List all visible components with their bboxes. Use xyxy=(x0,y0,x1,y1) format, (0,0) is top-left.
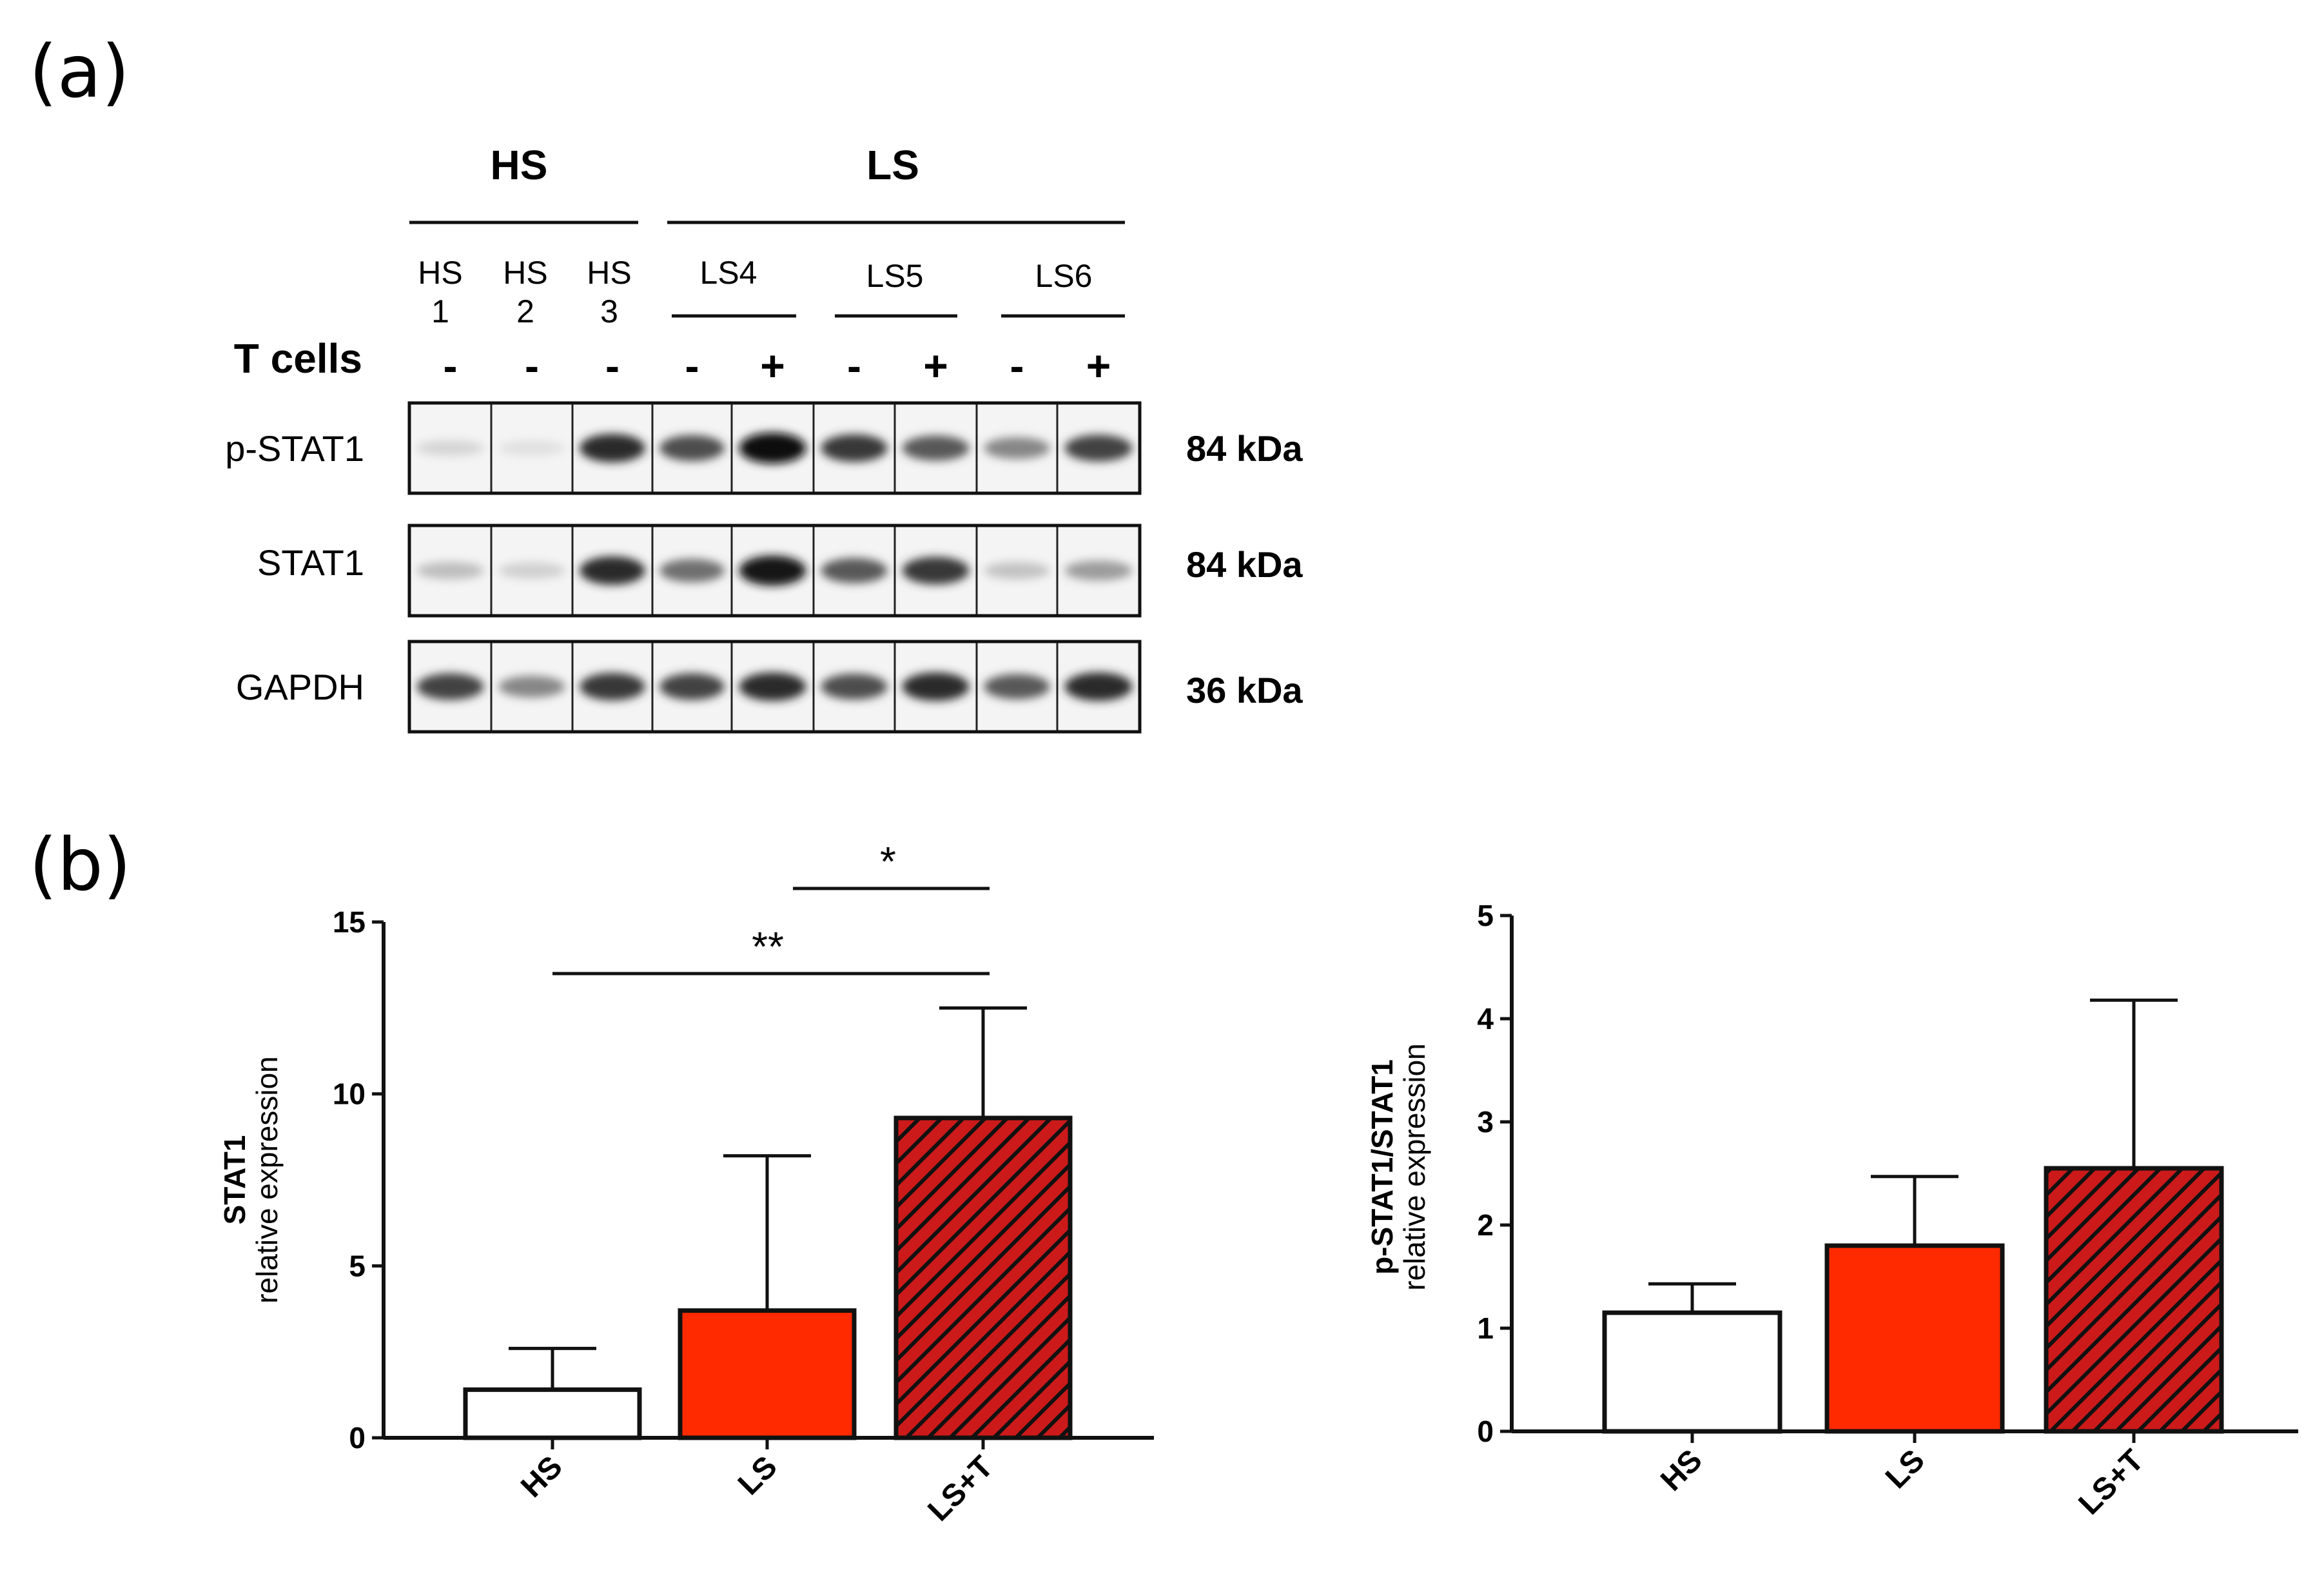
blot-band xyxy=(416,440,484,456)
blot-band xyxy=(1064,672,1133,701)
y-tick-label: 10 xyxy=(333,1077,366,1111)
blot-band xyxy=(821,434,888,462)
x-tick-label: LS+T xyxy=(2072,1443,2150,1521)
x-tick-label: LS xyxy=(1879,1443,1931,1495)
bar-ls-plus-t xyxy=(2044,1166,2224,1434)
x-tick-label: HS xyxy=(514,1449,569,1504)
treatment-sign-3: - xyxy=(605,342,620,389)
blot-band xyxy=(498,676,565,698)
y-tick-label: 0 xyxy=(349,1421,366,1455)
treatment-sign-1: - xyxy=(444,342,458,389)
blot-band xyxy=(902,435,970,461)
bar-ls xyxy=(678,1308,857,1440)
blot-band xyxy=(659,558,725,583)
treatment-sign-5: + xyxy=(760,342,785,389)
lane-label-hs2: HS 2 xyxy=(503,255,547,329)
y-tick-label: 5 xyxy=(349,1249,366,1282)
blot-header: HS LS HS 1 HS 2 HS 3 LS4 LS5 LS6 T cells --… xyxy=(234,142,1125,389)
treatment-sign-6: - xyxy=(847,342,861,389)
bar-ls-plus-t xyxy=(893,1115,1073,1440)
blot-band xyxy=(659,435,725,462)
panel-label-a: (a) xyxy=(29,30,130,114)
t-cells-label: T cells xyxy=(234,335,362,382)
y-tick-label: 4 xyxy=(1477,1002,1494,1035)
blot-band xyxy=(984,674,1050,700)
blot-band xyxy=(902,556,970,585)
blot-strips: p-STAT1 84 kDa STAT1 84 kDa GAPDH 36 kDa xyxy=(225,401,1303,734)
blot-row-gapdh: GAPDH 36 kDa xyxy=(236,640,1303,734)
lane-label-hs3: HS 3 xyxy=(587,255,631,329)
treatment-sign-4: - xyxy=(685,342,699,389)
treatment-sign-8: - xyxy=(1010,342,1024,389)
y-tick-label: 0 xyxy=(1477,1415,1494,1448)
y-tick-label: 2 xyxy=(1477,1208,1494,1242)
molecular-weight-label: 36 kDa xyxy=(1186,670,1303,711)
y-tick-label: 15 xyxy=(333,905,366,939)
blot-band xyxy=(902,672,970,701)
treatment-sign-7: + xyxy=(923,342,948,389)
blot-band xyxy=(1064,435,1133,462)
lane-label-ls4: LS4 xyxy=(700,255,757,291)
significance-label: ** xyxy=(752,923,784,970)
blot-band xyxy=(739,433,806,464)
lane-label-hs1: HS 1 xyxy=(418,255,462,329)
blot-row-label: STAT1 xyxy=(257,542,364,583)
blot-band xyxy=(821,673,888,700)
blot-band xyxy=(580,433,645,463)
y-tick-label: 3 xyxy=(1477,1105,1494,1139)
y-tick-label: 1 xyxy=(1477,1311,1494,1345)
blot-row-label: p-STAT1 xyxy=(225,428,364,469)
blot-row-stat1: STAT1 84 kDa xyxy=(257,524,1303,618)
y-tick-label: 5 xyxy=(1477,899,1494,932)
blot-strip-border xyxy=(407,524,1142,618)
blot-band xyxy=(580,556,645,585)
blot-row-label: GAPDH xyxy=(236,667,364,707)
blot-band xyxy=(416,562,484,580)
y-axis-label: p-STAT1/STAT1relative expression xyxy=(1365,1043,1431,1291)
treatment-sign-9: + xyxy=(1086,342,1111,389)
blot-band xyxy=(821,558,888,584)
y-axis-label: STAT1relative expression xyxy=(218,1056,284,1304)
lane-label-ls6: LS6 xyxy=(1035,258,1093,294)
blot-strip-border xyxy=(407,401,1142,495)
blot-band xyxy=(416,673,484,700)
pstat1-ratio-bar-chart: 0 1 2 3 4 5 p-STAT1/STAT1relative expression HS… xyxy=(1365,899,2298,1522)
blot-band xyxy=(984,562,1050,580)
blot-row-p-stat1: p-STAT1 84 kDa xyxy=(225,401,1303,495)
blot-band xyxy=(659,673,725,700)
blot-band xyxy=(984,437,1050,459)
blot-band xyxy=(1064,560,1133,581)
blot-band xyxy=(580,672,645,701)
blot-band xyxy=(498,440,565,456)
group-label-hs: HS xyxy=(491,142,548,188)
blot-band xyxy=(739,555,806,586)
x-tick-label: LS xyxy=(732,1449,784,1502)
x-tick-label: HS xyxy=(1654,1443,1709,1498)
x-tick-label: LS+T xyxy=(921,1449,999,1527)
group-label-ls: LS xyxy=(866,142,919,188)
lane-label-ls5: LS5 xyxy=(866,258,924,294)
blot-band xyxy=(498,562,565,579)
bar-ls xyxy=(1824,1243,2005,1434)
treatment-signs: - - - - + - + - + xyxy=(444,342,1111,389)
molecular-weight-label: 84 kDa xyxy=(1186,544,1303,585)
bar-hs xyxy=(463,1387,642,1440)
treatment-sign-2: - xyxy=(525,342,539,389)
bar-hs xyxy=(1602,1310,1782,1434)
blot-band xyxy=(739,672,806,701)
blot-strip-border xyxy=(407,640,1142,734)
panel-label-b: (b) xyxy=(29,823,131,907)
significance-label: * xyxy=(880,838,896,885)
molecular-weight-label: 84 kDa xyxy=(1186,428,1303,469)
